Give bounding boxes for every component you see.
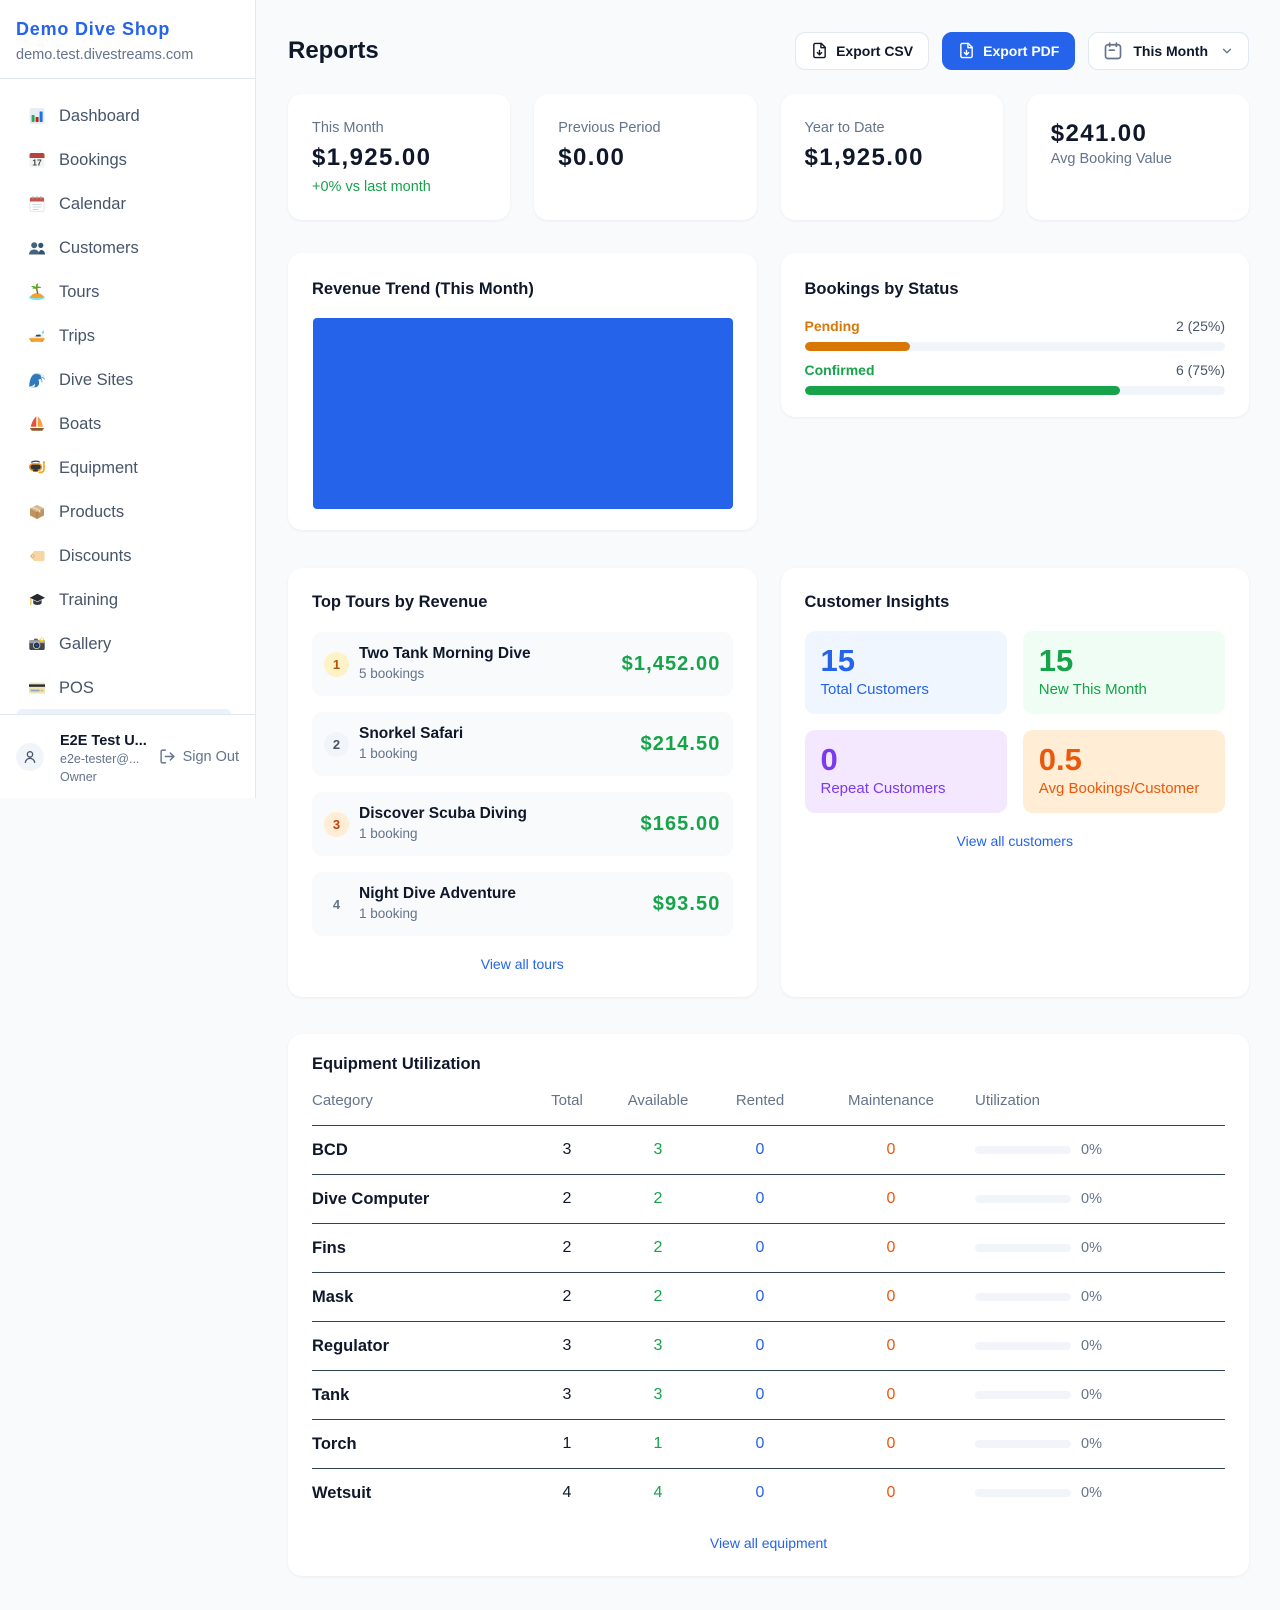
svg-text:17: 17 (32, 158, 42, 168)
